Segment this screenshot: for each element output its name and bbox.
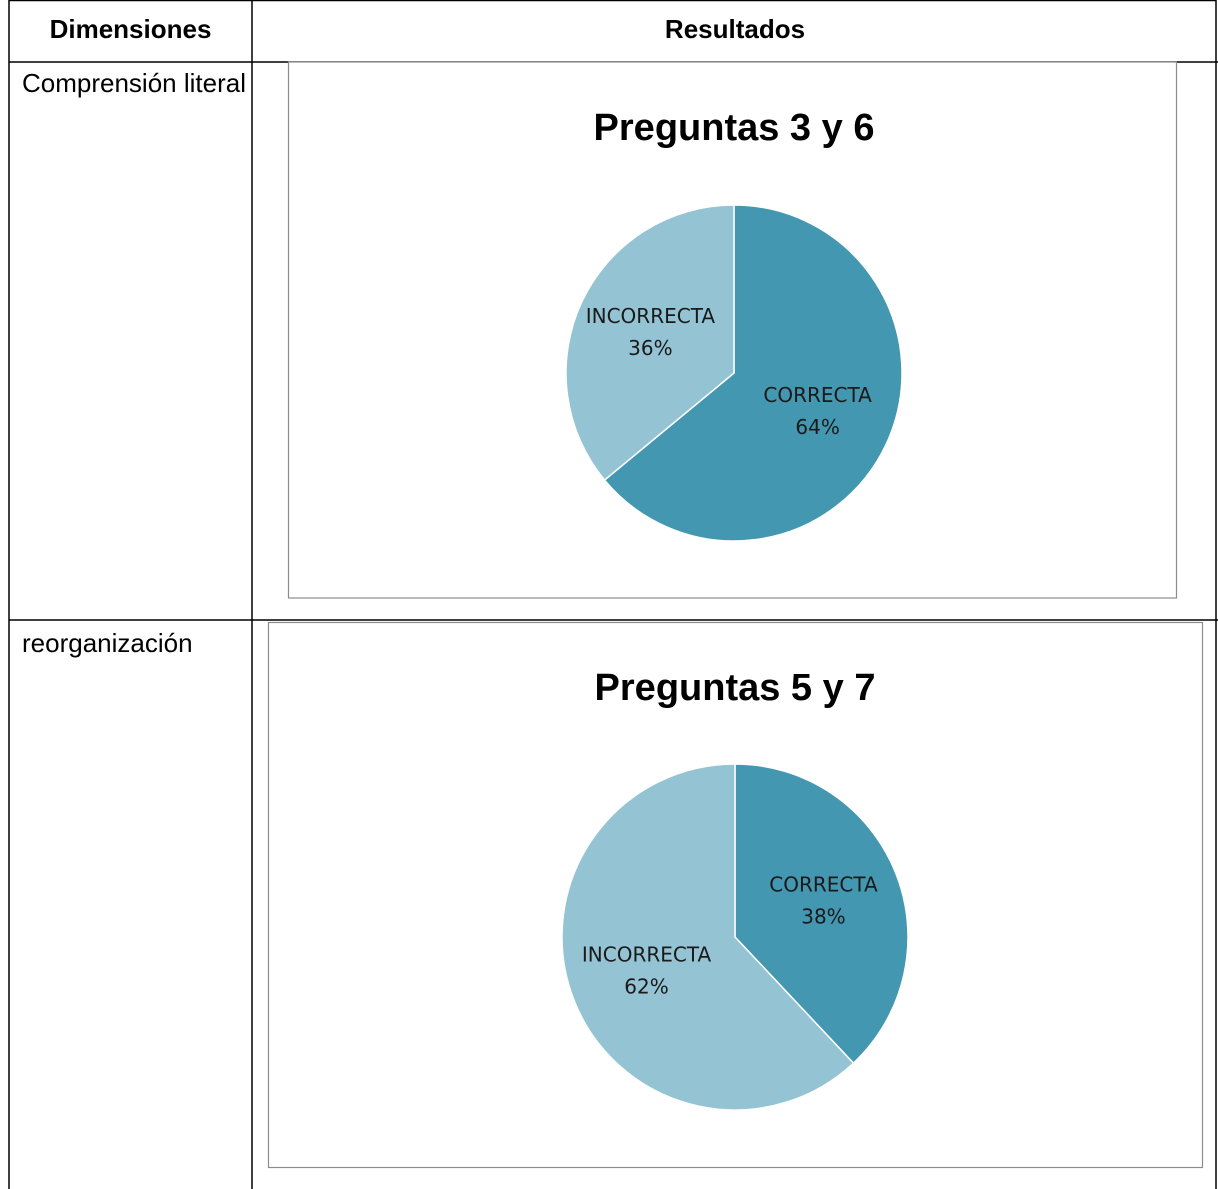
slice-category: INCORRECTA [582, 943, 712, 967]
header-cell: Dimensiones [49, 14, 212, 44]
chart-title: Preguntas 3 y 6 [594, 107, 875, 149]
pie-slice [603, 204, 903, 542]
pie-slice [734, 763, 909, 1065]
pie-slice [565, 204, 735, 482]
dimension-cell: Comprensión literal [22, 68, 246, 98]
table-border [8, 0, 1217, 1189]
pie-slice [561, 763, 855, 1111]
dimension-cell: reorganización [22, 628, 193, 658]
slice-category: CORRECTA [763, 383, 872, 407]
slice-category: CORRECTA [769, 872, 878, 896]
slice-value: 64% [795, 415, 839, 439]
slice-value: 36% [628, 336, 672, 360]
charts: Preguntas 3 y 6 CORRECTA 64% INCORRECTA 36% P… [561, 107, 909, 1111]
header-cell: Resultados [664, 14, 806, 44]
slice-value: 38% [801, 904, 845, 928]
slice-category: INCORRECTA [586, 304, 716, 328]
chart-title: Preguntas 5 y 7 [595, 667, 876, 709]
slice-value: 62% [624, 975, 668, 999]
